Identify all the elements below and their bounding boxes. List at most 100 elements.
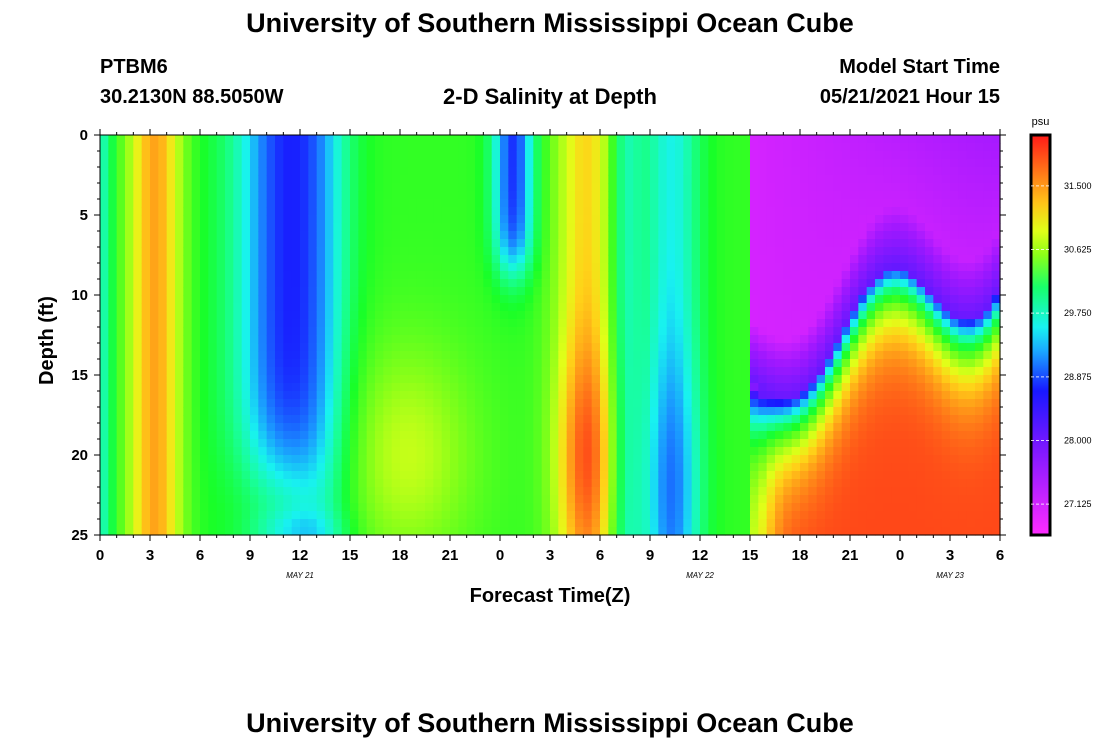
heatmap-cell (475, 367, 484, 376)
heatmap-cell (258, 359, 268, 368)
heatmap-cell (191, 471, 201, 480)
heatmap-cell (341, 487, 351, 496)
heatmap-cell (441, 183, 451, 192)
heatmap-cell (700, 399, 709, 408)
heatmap-cell (500, 159, 509, 168)
heatmap-cell (800, 423, 809, 432)
heatmap-cell (600, 479, 609, 488)
heatmap-cell (366, 391, 376, 400)
heatmap-cell (783, 143, 793, 152)
heatmap-cell (133, 167, 143, 176)
heatmap-cell (575, 279, 584, 288)
heatmap-cell (441, 263, 451, 272)
heatmap-cell (125, 463, 134, 472)
heatmap-cell (433, 423, 443, 432)
heatmap-cell (825, 335, 834, 344)
heatmap-cell (341, 263, 351, 272)
heatmap-cell (200, 151, 209, 160)
heatmap-cell (408, 167, 418, 176)
heatmap-cell (500, 199, 509, 208)
heatmap-cell (241, 327, 251, 336)
heatmap-cell (533, 423, 543, 432)
heatmap-cell (800, 455, 809, 464)
heatmap-cell (633, 175, 643, 184)
heatmap-cell (525, 311, 534, 320)
heatmap-cell (700, 511, 709, 520)
heatmap-cell (133, 439, 143, 448)
heatmap-cell (566, 511, 576, 520)
heatmap-cell (716, 319, 726, 328)
heatmap-cell (566, 231, 576, 240)
heatmap-cell (616, 247, 626, 256)
heatmap-cell (116, 447, 126, 456)
heatmap-cell (225, 279, 234, 288)
heatmap-cell (700, 199, 709, 208)
heatmap-cell (283, 399, 293, 408)
heatmap-cell (225, 247, 234, 256)
heatmap-cell (408, 231, 418, 240)
heatmap-cell (800, 343, 809, 352)
heatmap-cell (275, 383, 284, 392)
heatmap-cell (550, 143, 559, 152)
heatmap-cell (433, 527, 443, 536)
heatmap-cell (325, 239, 334, 248)
heatmap-cell (616, 487, 626, 496)
heatmap-cell (758, 471, 768, 480)
heatmap-cell (641, 239, 651, 248)
heatmap-cell (691, 495, 701, 504)
heatmap-cell (700, 207, 709, 216)
heatmap-cell (925, 383, 934, 392)
heatmap-cell (633, 287, 643, 296)
heatmap-cell (725, 503, 734, 512)
heatmap-cell (775, 207, 784, 216)
heatmap-cell (291, 311, 301, 320)
heatmap-cell (908, 151, 918, 160)
heatmap-cell (708, 191, 718, 200)
heatmap-cell (633, 319, 643, 328)
heatmap-cell (108, 351, 118, 360)
heatmap-cell (641, 479, 651, 488)
heatmap-cell (858, 351, 868, 360)
heatmap-cell (908, 415, 918, 424)
heatmap-cell (366, 191, 376, 200)
heatmap-cell (333, 511, 343, 520)
heatmap-cell (583, 319, 593, 328)
heatmap-cell (525, 383, 534, 392)
heatmap-cell (908, 239, 918, 248)
heatmap-cell (575, 215, 584, 224)
heatmap-cell (233, 407, 243, 416)
heatmap-cell (683, 335, 693, 344)
heatmap-cell (316, 143, 326, 152)
heatmap-cell (733, 399, 743, 408)
heatmap-cell (641, 159, 651, 168)
heatmap-cell (783, 495, 793, 504)
heatmap-cell (833, 479, 843, 488)
heatmap-cell (791, 247, 801, 256)
heatmap-cell (100, 183, 109, 192)
heatmap-cell (733, 311, 743, 320)
heatmap-cell (591, 511, 601, 520)
heatmap-cell (816, 143, 826, 152)
heatmap-cell (591, 191, 601, 200)
heatmap-cell (866, 367, 876, 376)
heatmap-cell (458, 479, 468, 488)
heatmap-cell (733, 255, 743, 264)
heatmap-cell (408, 271, 418, 280)
heatmap-cell (608, 399, 618, 408)
heatmap-cell (100, 311, 109, 320)
heatmap-cell (266, 239, 276, 248)
heatmap-cell (216, 423, 226, 432)
heatmap-cell (683, 479, 693, 488)
heatmap-cell (591, 503, 601, 512)
heatmap-cell (691, 263, 701, 272)
heatmap-cell (425, 335, 434, 344)
heatmap-cell (233, 231, 243, 240)
heatmap-cell (766, 151, 776, 160)
heatmap-cell (316, 215, 326, 224)
heatmap-cell (541, 175, 551, 184)
heatmap-cell (208, 503, 218, 512)
heatmap-cell (191, 263, 201, 272)
heatmap-cell (125, 271, 134, 280)
heatmap-cell (750, 399, 759, 408)
heatmap-cell (800, 215, 809, 224)
